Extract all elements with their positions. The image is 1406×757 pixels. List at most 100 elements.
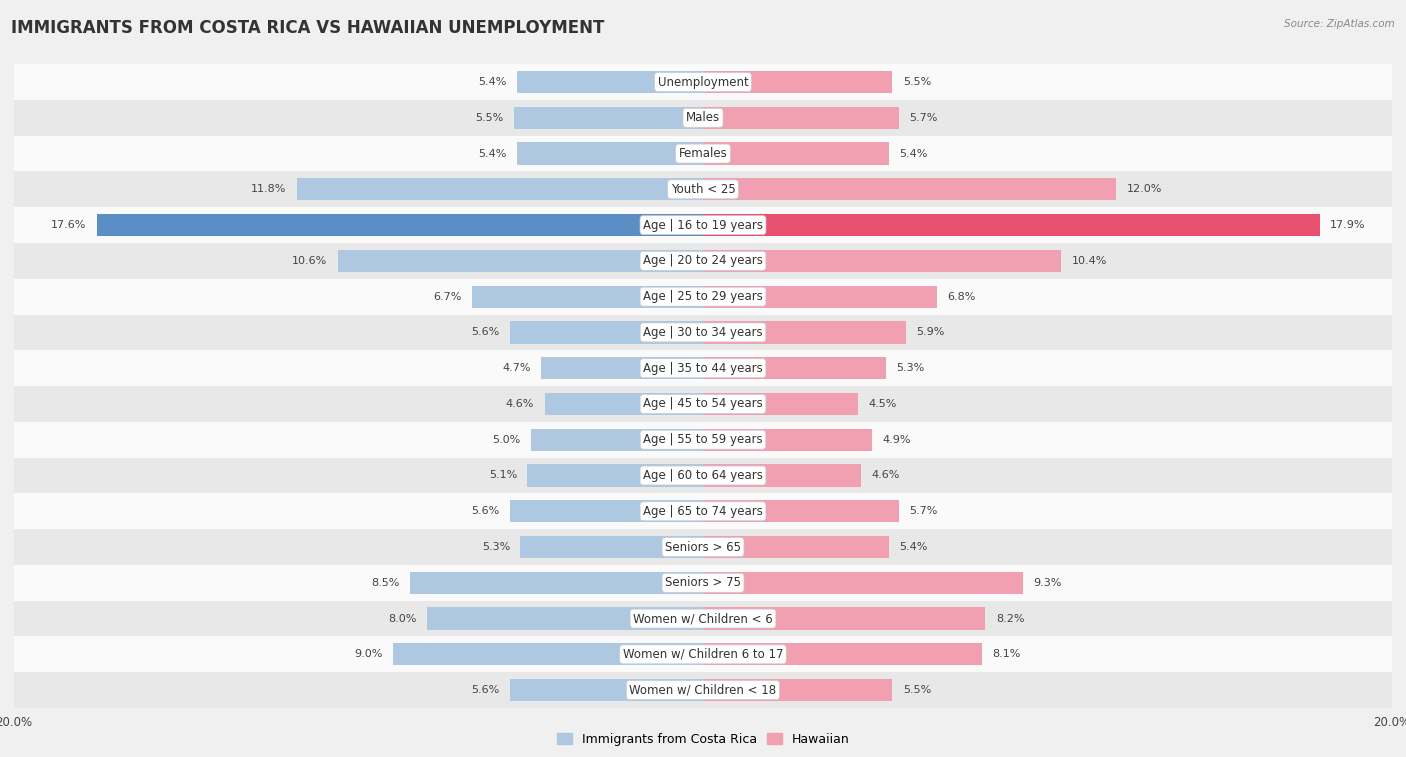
Text: 17.6%: 17.6%: [51, 220, 86, 230]
Bar: [14, 386, 1392, 422]
Bar: [703, 214, 1320, 236]
Text: 5.4%: 5.4%: [900, 148, 928, 158]
Bar: [703, 142, 889, 165]
Bar: [14, 458, 1392, 494]
Text: Age | 35 to 44 years: Age | 35 to 44 years: [643, 362, 763, 375]
Text: 5.5%: 5.5%: [903, 685, 931, 695]
Bar: [14, 529, 1392, 565]
Text: Unemployment: Unemployment: [658, 76, 748, 89]
Text: Males: Males: [686, 111, 720, 124]
Bar: [14, 601, 1392, 637]
Legend: Immigrants from Costa Rica, Hawaiian: Immigrants from Costa Rica, Hawaiian: [551, 728, 855, 751]
Text: 5.1%: 5.1%: [489, 471, 517, 481]
Bar: [703, 464, 862, 487]
Bar: [411, 572, 703, 594]
Bar: [14, 350, 1392, 386]
Bar: [541, 357, 703, 379]
Text: Age | 55 to 59 years: Age | 55 to 59 years: [643, 433, 763, 446]
Text: Seniors > 65: Seniors > 65: [665, 540, 741, 553]
Text: 4.9%: 4.9%: [882, 435, 911, 444]
Bar: [14, 100, 1392, 136]
Bar: [517, 71, 703, 93]
Bar: [510, 321, 703, 344]
Bar: [703, 607, 986, 630]
Bar: [427, 607, 703, 630]
Text: 10.4%: 10.4%: [1071, 256, 1107, 266]
Bar: [703, 500, 900, 522]
Bar: [14, 565, 1392, 601]
Bar: [703, 250, 1062, 272]
Text: 5.5%: 5.5%: [903, 77, 931, 87]
Bar: [14, 422, 1392, 458]
Bar: [97, 214, 703, 236]
Bar: [544, 393, 703, 415]
Text: 8.5%: 8.5%: [371, 578, 399, 587]
Bar: [703, 285, 938, 308]
Bar: [14, 672, 1392, 708]
Text: 10.6%: 10.6%: [292, 256, 328, 266]
Text: Age | 45 to 54 years: Age | 45 to 54 years: [643, 397, 763, 410]
Bar: [14, 243, 1392, 279]
Text: Youth < 25: Youth < 25: [671, 183, 735, 196]
Bar: [510, 500, 703, 522]
Bar: [703, 643, 981, 665]
Text: 5.7%: 5.7%: [910, 113, 938, 123]
Text: Seniors > 75: Seniors > 75: [665, 576, 741, 589]
Text: 9.3%: 9.3%: [1033, 578, 1062, 587]
Text: Age | 25 to 29 years: Age | 25 to 29 years: [643, 290, 763, 303]
Bar: [392, 643, 703, 665]
Bar: [531, 428, 703, 451]
Text: 5.7%: 5.7%: [910, 506, 938, 516]
Bar: [703, 572, 1024, 594]
Text: Women w/ Children 6 to 17: Women w/ Children 6 to 17: [623, 648, 783, 661]
Bar: [703, 679, 893, 701]
Text: 5.0%: 5.0%: [492, 435, 520, 444]
Bar: [527, 464, 703, 487]
Bar: [337, 250, 703, 272]
Bar: [703, 393, 858, 415]
Text: 17.9%: 17.9%: [1330, 220, 1365, 230]
Text: 5.6%: 5.6%: [471, 328, 499, 338]
Bar: [14, 64, 1392, 100]
Text: 11.8%: 11.8%: [250, 185, 287, 195]
Text: Age | 60 to 64 years: Age | 60 to 64 years: [643, 469, 763, 482]
Text: Age | 20 to 24 years: Age | 20 to 24 years: [643, 254, 763, 267]
Text: 5.9%: 5.9%: [917, 328, 945, 338]
Bar: [703, 428, 872, 451]
Bar: [14, 314, 1392, 350]
Bar: [14, 494, 1392, 529]
Bar: [14, 279, 1392, 314]
Text: Women w/ Children < 6: Women w/ Children < 6: [633, 612, 773, 625]
Text: 8.1%: 8.1%: [993, 650, 1021, 659]
Text: 5.4%: 5.4%: [900, 542, 928, 552]
Text: 6.8%: 6.8%: [948, 291, 976, 301]
Text: 8.0%: 8.0%: [388, 614, 418, 624]
Text: 5.6%: 5.6%: [471, 506, 499, 516]
Text: IMMIGRANTS FROM COSTA RICA VS HAWAIIAN UNEMPLOYMENT: IMMIGRANTS FROM COSTA RICA VS HAWAIIAN U…: [11, 19, 605, 37]
Text: 4.5%: 4.5%: [869, 399, 897, 409]
Text: Age | 30 to 34 years: Age | 30 to 34 years: [643, 326, 763, 339]
Text: 12.0%: 12.0%: [1126, 185, 1163, 195]
Text: 6.7%: 6.7%: [433, 291, 461, 301]
Text: Age | 16 to 19 years: Age | 16 to 19 years: [643, 219, 763, 232]
Text: 8.2%: 8.2%: [995, 614, 1025, 624]
Text: 9.0%: 9.0%: [354, 650, 382, 659]
Bar: [703, 107, 900, 129]
Text: 5.3%: 5.3%: [896, 363, 924, 373]
Bar: [703, 178, 1116, 201]
Bar: [703, 536, 889, 558]
Text: Source: ZipAtlas.com: Source: ZipAtlas.com: [1284, 19, 1395, 29]
Bar: [14, 171, 1392, 207]
Text: 5.5%: 5.5%: [475, 113, 503, 123]
Text: 5.3%: 5.3%: [482, 542, 510, 552]
Text: Females: Females: [679, 147, 727, 160]
Text: 4.6%: 4.6%: [872, 471, 900, 481]
Text: 5.4%: 5.4%: [478, 148, 506, 158]
Bar: [517, 142, 703, 165]
Text: Women w/ Children < 18: Women w/ Children < 18: [630, 684, 776, 696]
Text: 5.6%: 5.6%: [471, 685, 499, 695]
Text: 4.7%: 4.7%: [502, 363, 531, 373]
Bar: [703, 71, 893, 93]
Bar: [520, 536, 703, 558]
Bar: [14, 637, 1392, 672]
